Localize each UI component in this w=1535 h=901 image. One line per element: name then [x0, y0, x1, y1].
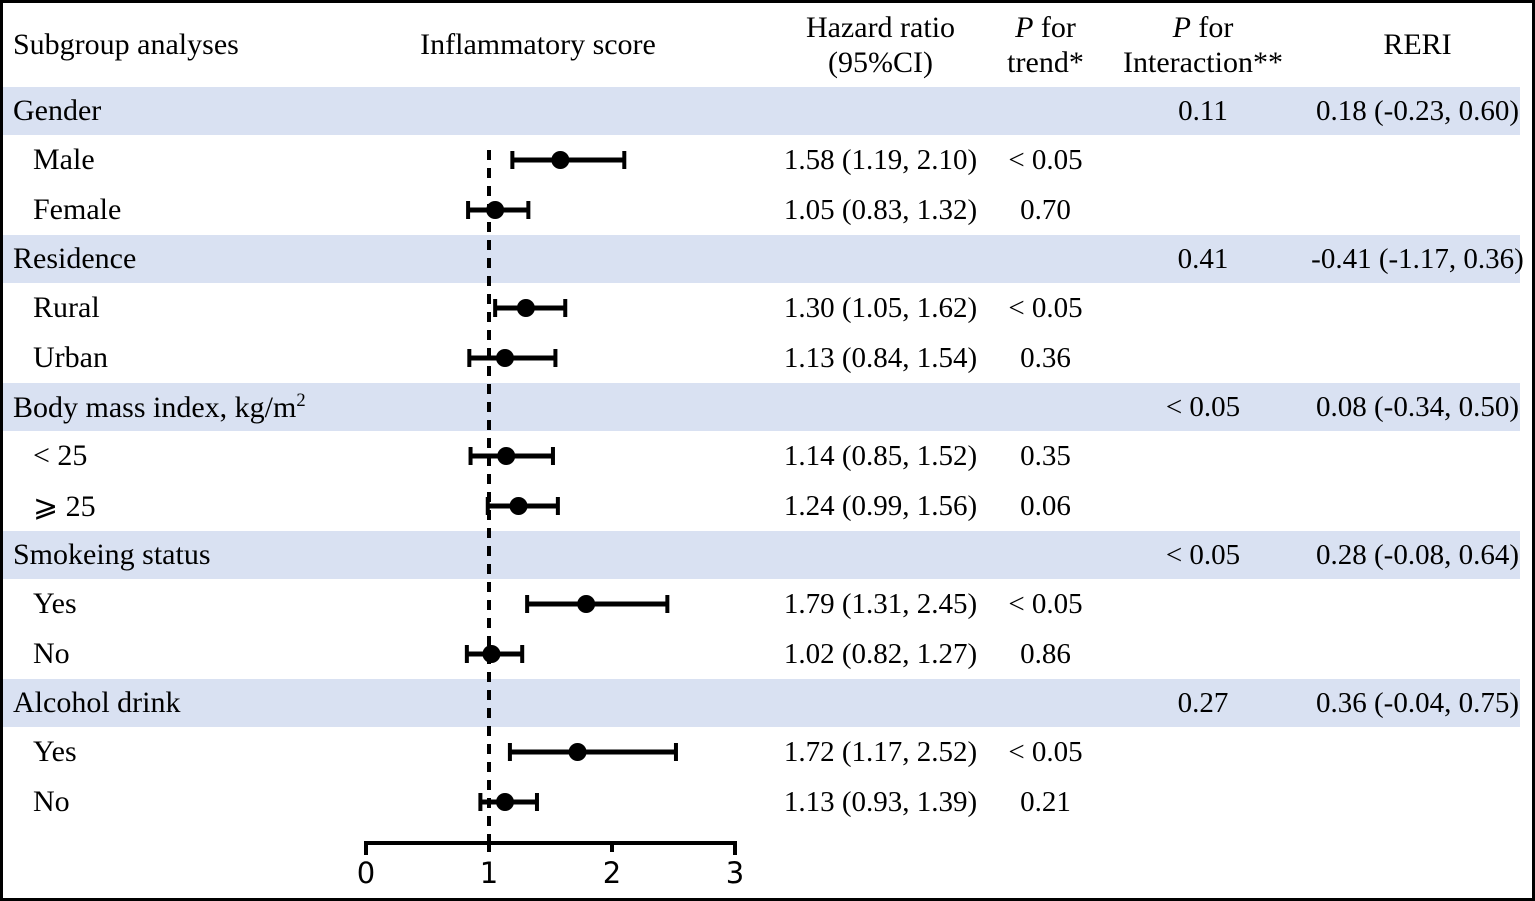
- header-line: Hazard ratio: [805, 10, 956, 44]
- hazard-ratio-ci-value: 1.72 (1.17, 2.52): [783, 735, 978, 768]
- row-label: Female: [33, 193, 122, 226]
- hazard-ratio-ci-value: 1.24 (0.99, 1.56): [783, 489, 978, 522]
- section-label: Body mass index, kg/m2: [13, 389, 306, 424]
- hazard-ratio-ci-value: 1.02 (0.82, 1.27): [783, 637, 978, 670]
- section-row: Alcohol drink 0.27 0.36 (-0.04, 0.75): [3, 679, 1532, 727]
- axis-tick-label: 2: [603, 856, 621, 890]
- col-header-p-for-interaction: P for Interaction**: [1103, 10, 1303, 81]
- section-label: Smokeing status: [13, 538, 211, 571]
- p-symbol: P: [1172, 10, 1191, 44]
- row-label: < 25: [33, 439, 88, 472]
- header-line: trend*: [1007, 46, 1084, 79]
- p-trend-value: 0.06: [1020, 489, 1071, 522]
- section-label: Gender: [13, 94, 102, 127]
- section-label: Residence: [13, 242, 137, 275]
- for-word: for: [1198, 10, 1234, 44]
- table-row: No 1.02 (0.82, 1.27) 0.86: [3, 629, 1532, 679]
- p-interaction-value: 0.27: [1177, 686, 1229, 719]
- reri-value: 0.36 (-0.04, 0.75): [1316, 686, 1519, 719]
- p-interaction-value: 0.11: [1178, 94, 1228, 127]
- p-interaction-value: < 0.05: [1165, 390, 1241, 423]
- table-row: Yes 1.72 (1.17, 2.52) < 0.05: [3, 727, 1532, 777]
- p-trend-value: < 0.05: [1008, 735, 1083, 768]
- section-row: Gender 0.11 0.18 (-0.23, 0.60): [3, 87, 1532, 135]
- col-header-reri: RERI: [1383, 28, 1452, 61]
- table-row: < 25 1.14 (0.85, 1.52) 0.35: [3, 431, 1532, 481]
- header-line: (95%CI): [828, 46, 933, 79]
- row-label: ⩾ 25: [33, 489, 96, 523]
- axis-tick-label: 0: [357, 856, 375, 890]
- row-label: No: [33, 785, 70, 818]
- hazard-ratio-ci-value: 1.58 (1.19, 2.10): [783, 143, 978, 176]
- header-line: P for: [1103, 10, 1303, 45]
- reri-value: -0.41 (-1.17, 0.36): [1311, 242, 1524, 275]
- hazard-ratio-ci-value: 1.14 (0.85, 1.52): [783, 439, 978, 472]
- for-word: for: [1040, 10, 1076, 44]
- table-row: Male 1.58 (1.19, 2.10) < 0.05: [3, 135, 1532, 185]
- row-label: Yes: [33, 587, 77, 620]
- table-row: ⩾ 25 1.24 (0.99, 1.56) 0.06: [3, 481, 1532, 531]
- reri-value: 0.08 (-0.34, 0.50): [1316, 390, 1519, 423]
- axis-tick-label: 3: [726, 856, 744, 890]
- col-header-hazard-ratio: Hazard ratio (95%CI): [773, 10, 988, 81]
- p-trend-value: 0.35: [1020, 439, 1071, 472]
- axis-tick-label: 1: [480, 856, 498, 890]
- p-interaction-value: 0.41: [1177, 242, 1229, 275]
- header-line: Interaction**: [1123, 46, 1283, 79]
- superscript: 2: [296, 389, 306, 411]
- p-trend-value: 0.36: [1020, 341, 1071, 374]
- col-header-subgroup-analyses: Subgroup analyses: [13, 28, 239, 61]
- section-row: Smokeing status < 0.05 0.28 (-0.08, 0.64): [3, 531, 1532, 579]
- p-trend-value: < 0.05: [1008, 587, 1083, 620]
- table-row: Female 1.05 (0.83, 1.32) 0.70: [3, 185, 1532, 235]
- p-symbol: P: [1015, 10, 1034, 44]
- hazard-ratio-ci-value: 1.05 (0.83, 1.32): [783, 193, 978, 226]
- section-row: Body mass index, kg/m2 < 0.05 0.08 (-0.34,…: [3, 383, 1532, 431]
- table-row: Yes 1.79 (1.31, 2.45) < 0.05: [3, 579, 1532, 629]
- section-row: Residence 0.41 -0.41 (-1.17, 0.36): [3, 235, 1532, 283]
- table-body: Gender 0.11 0.18 (-0.23, 0.60) Male 1.58 (1.…: [3, 87, 1532, 827]
- header-line: P for: [988, 10, 1103, 45]
- table-row: Rural 1.30 (1.05, 1.62) < 0.05: [3, 283, 1532, 333]
- p-interaction-value: < 0.05: [1165, 538, 1241, 571]
- p-trend-value: 0.86: [1020, 637, 1071, 670]
- row-label: Urban: [33, 341, 108, 374]
- hazard-ratio-ci-value: 1.13 (0.84, 1.54): [783, 341, 978, 374]
- col-header-p-for-trend: P for trend*: [988, 10, 1103, 81]
- p-trend-value: < 0.05: [1008, 291, 1083, 324]
- row-label: Male: [33, 143, 95, 176]
- hazard-ratio-ci-value: 1.30 (1.05, 1.62): [783, 291, 978, 324]
- p-trend-value: < 0.05: [1008, 143, 1083, 176]
- row-label: No: [33, 637, 70, 670]
- p-trend-value: 0.70: [1020, 193, 1071, 226]
- table-row: Urban 1.13 (0.84, 1.54) 0.36: [3, 333, 1532, 383]
- hazard-ratio-ci-value: 1.13 (0.93, 1.39): [783, 785, 978, 818]
- reri-value: 0.28 (-0.08, 0.64): [1316, 538, 1519, 571]
- col-header-inflammatory-score: Inflammatory score: [420, 28, 656, 61]
- row-label: Yes: [33, 735, 77, 768]
- hazard-ratio-ci-value: 1.79 (1.31, 2.45): [783, 587, 978, 620]
- p-trend-value: 0.21: [1020, 785, 1071, 818]
- table-header: Subgroup analyses Inflammatory score Haz…: [3, 3, 1532, 87]
- table-row: No 1.13 (0.93, 1.39) 0.21: [3, 777, 1532, 827]
- row-label: Rural: [33, 291, 100, 324]
- section-label: Alcohol drink: [13, 686, 181, 719]
- reri-value: 0.18 (-0.23, 0.60): [1316, 94, 1519, 127]
